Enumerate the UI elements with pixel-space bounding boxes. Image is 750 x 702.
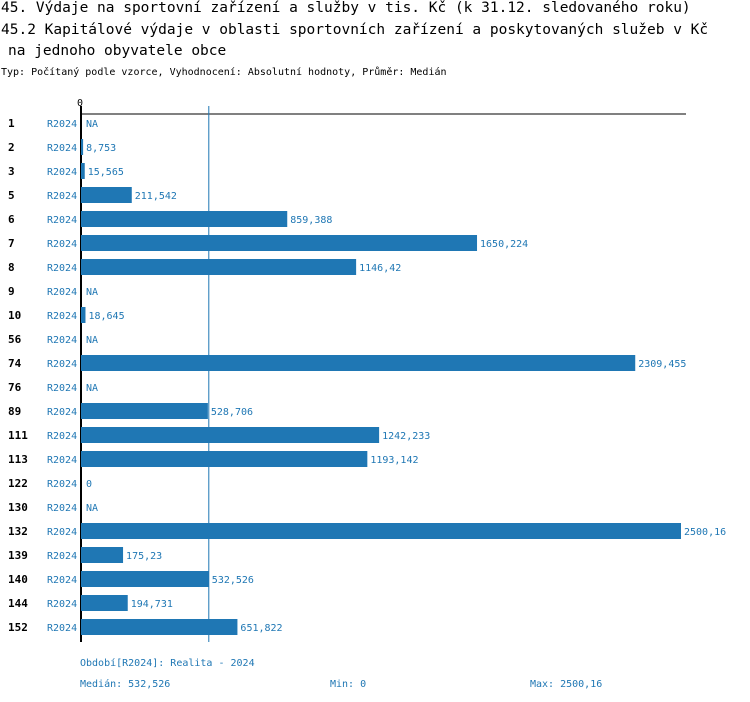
series-label: R2024 xyxy=(47,311,77,322)
series-label: R2024 xyxy=(47,503,77,514)
value-label: 0 xyxy=(86,479,92,490)
value-label: 1146,42 xyxy=(359,263,401,274)
category-label: 144 xyxy=(8,597,28,610)
value-label: 528,706 xyxy=(211,407,253,418)
category-label: 2 xyxy=(8,141,15,154)
value-label: 194,731 xyxy=(131,599,173,610)
category-label: 132 xyxy=(8,525,28,538)
category-label: 1 xyxy=(8,117,15,130)
footer-period: Období[R2024]: Realita - 2024 xyxy=(80,658,255,669)
value-label: NA xyxy=(86,503,98,514)
value-label: 651,822 xyxy=(240,623,282,634)
value-label: 15,565 xyxy=(88,167,124,178)
value-label: 175,23 xyxy=(126,551,162,562)
series-label: R2024 xyxy=(47,383,77,394)
category-label: 130 xyxy=(8,501,28,514)
chart-type-description: Typ: Počítaný podle vzorce, Vyhodnocení:… xyxy=(1,67,447,78)
category-label: 10 xyxy=(8,309,21,322)
category-label: 89 xyxy=(8,405,21,418)
series-label: R2024 xyxy=(47,335,77,346)
category-label: 7 xyxy=(8,237,15,250)
series-label: R2024 xyxy=(47,287,77,298)
category-label: 76 xyxy=(8,381,22,394)
value-label: 1242,233 xyxy=(382,431,430,442)
bar xyxy=(81,235,478,251)
value-label: 211,542 xyxy=(135,191,177,202)
series-label: R2024 xyxy=(47,479,77,490)
bar xyxy=(81,571,209,587)
value-label: 859,388 xyxy=(290,215,332,226)
chart-subtitle-line1: 45.2 Kapitálové výdaje v oblasti sportov… xyxy=(1,22,709,38)
value-label: NA xyxy=(86,119,98,130)
category-label: 111 xyxy=(8,429,28,442)
category-label: 8 xyxy=(8,261,15,274)
series-label: R2024 xyxy=(47,359,77,370)
value-label: 532,526 xyxy=(212,575,254,586)
category-label: 56 xyxy=(8,333,22,346)
bar xyxy=(81,547,124,563)
bar xyxy=(81,451,368,467)
series-label: R2024 xyxy=(47,575,77,586)
bar xyxy=(81,307,86,323)
category-label: 3 xyxy=(8,165,15,178)
series-label: R2024 xyxy=(47,239,77,250)
category-label: 9 xyxy=(8,285,15,298)
series-label: R2024 xyxy=(47,119,77,130)
series-label: R2024 xyxy=(47,407,77,418)
category-label: 122 xyxy=(8,477,28,490)
category-label: 140 xyxy=(8,573,28,586)
footer-max: Max: 2500,16 xyxy=(530,679,603,690)
series-label: R2024 xyxy=(47,167,77,178)
category-label: 6 xyxy=(8,213,15,226)
series-label: R2024 xyxy=(47,215,77,226)
chart-title: 45. Výdaje na sportovní zařízení a služb… xyxy=(1,0,691,16)
value-label: 1650,224 xyxy=(480,239,528,250)
bar xyxy=(81,595,128,611)
bar xyxy=(81,523,681,539)
x-tick-label-0: 0 xyxy=(77,98,83,109)
value-label: 1193,142 xyxy=(370,455,418,466)
bar xyxy=(81,187,132,203)
series-label: R2024 xyxy=(47,143,77,154)
value-label: 2309,455 xyxy=(638,359,686,370)
value-label: 18,645 xyxy=(88,311,124,322)
series-label: R2024 xyxy=(47,527,77,538)
bar xyxy=(81,619,238,635)
category-label: 74 xyxy=(8,357,22,370)
series-label: R2024 xyxy=(47,263,77,274)
series-label: R2024 xyxy=(47,551,77,562)
category-label: 113 xyxy=(8,453,28,466)
bar xyxy=(81,403,208,419)
series-label: R2024 xyxy=(47,599,77,610)
bar-chart: 0 1 R2024 NA 2 R2024 8,753 3 R2024 15,565 5 R2024 2… xyxy=(8,98,726,642)
category-label: 152 xyxy=(8,621,28,634)
bar xyxy=(81,259,357,275)
value-label: NA xyxy=(86,383,98,394)
category-label: 5 xyxy=(8,189,15,202)
series-label: R2024 xyxy=(47,431,77,442)
chart-subtitle-line2: na jednoho obyvatele obce xyxy=(8,43,227,59)
series-label: R2024 xyxy=(47,191,77,202)
value-label: NA xyxy=(86,287,98,298)
value-label: 2500,16 xyxy=(684,527,726,538)
series-label: R2024 xyxy=(47,623,77,634)
bar xyxy=(81,163,85,179)
category-label: 139 xyxy=(8,549,28,562)
bar xyxy=(81,355,636,371)
bar xyxy=(81,427,380,443)
footer-median: Medián: 532,526 xyxy=(80,679,171,690)
value-label: NA xyxy=(86,335,98,346)
footer-min: Min: 0 xyxy=(330,679,367,690)
bar xyxy=(81,211,288,227)
series-label: R2024 xyxy=(47,455,77,466)
value-label: 8,753 xyxy=(86,143,116,154)
bar xyxy=(81,139,84,155)
